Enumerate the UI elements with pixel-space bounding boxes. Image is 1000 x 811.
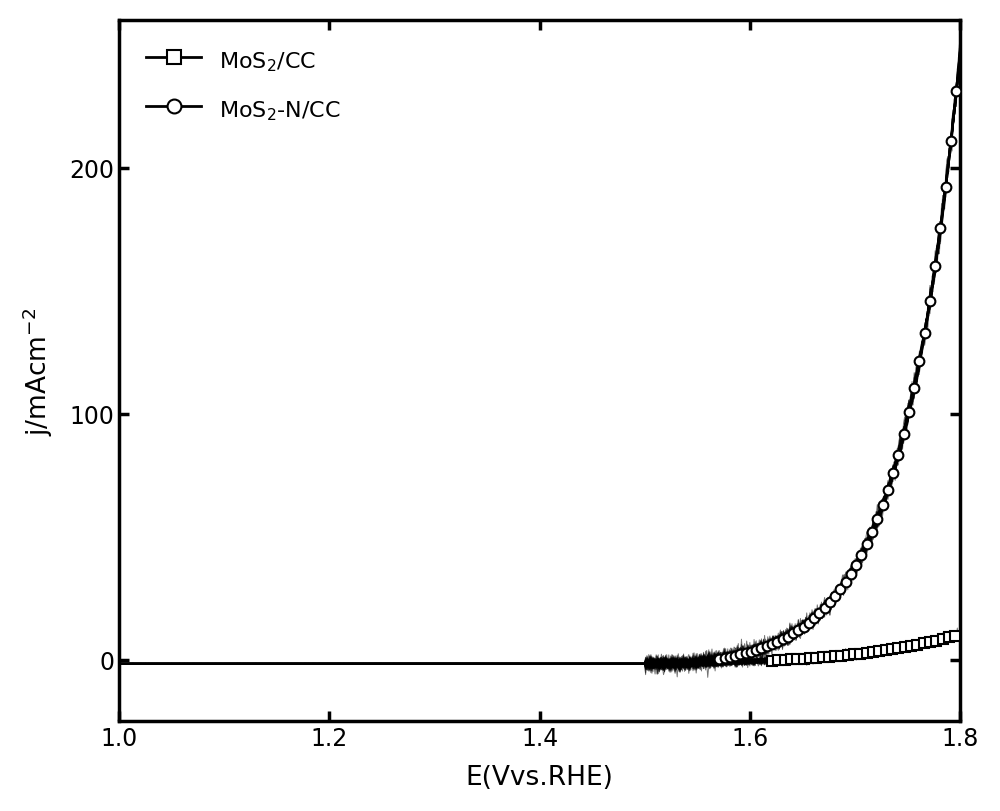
Y-axis label: j/mAcm$^{-2}$: j/mAcm$^{-2}$	[21, 307, 55, 436]
X-axis label: E(Vvs.RHE): E(Vvs.RHE)	[466, 764, 614, 790]
Legend: MoS$_2$/CC, MoS$_2$-N/CC: MoS$_2$/CC, MoS$_2$-N/CC	[137, 39, 350, 133]
